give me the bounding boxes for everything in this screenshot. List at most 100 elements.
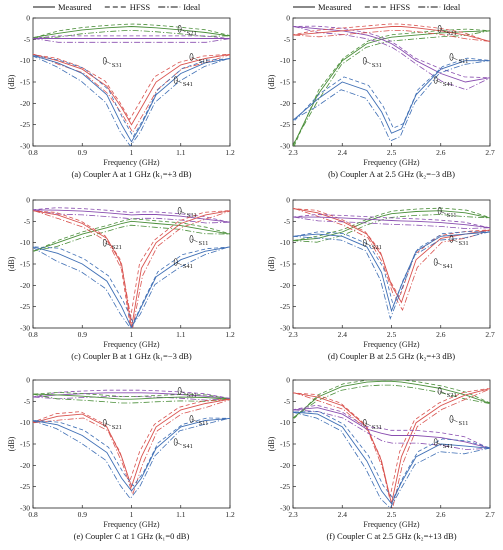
series-marker-leader [191, 238, 198, 243]
series-annotation-s11: S11 [198, 240, 208, 247]
series-line-s41-ideal [33, 55, 229, 146]
x-tick-label: 2.5 [387, 148, 397, 157]
series-line-s31-measured [293, 407, 490, 449]
series-annotation-s21: S21 [447, 30, 457, 37]
series-line-s21-measured [293, 30, 490, 146]
x-tick-label: 1.2 [225, 330, 235, 339]
series-line-s41-measured [293, 60, 490, 134]
y-tick-label: -5 [24, 217, 30, 226]
series-line-s31-ideal [293, 216, 490, 230]
series-marker-ellipse [173, 76, 178, 84]
series-marker-leader [175, 441, 182, 446]
series-annotation-s41: S41 [183, 443, 193, 450]
x-tick-label: 2.3 [288, 148, 298, 157]
series-line-s41-measured [33, 246, 230, 328]
x-tick-label: 2.5 [387, 510, 397, 519]
plot-frame [32, 17, 231, 147]
x-tick-label: 0.9 [78, 330, 88, 339]
series-marker-ellipse [449, 415, 454, 423]
series-annotation-s31: S31 [112, 62, 122, 69]
series-marker-leader [179, 210, 186, 215]
series-line-s31-ideal [33, 38, 230, 43]
series-marker-leader [435, 79, 442, 84]
x-tick-label: 0.8 [28, 148, 38, 157]
y-tick-label: -30 [20, 142, 30, 151]
y-tick-label: -25 [20, 120, 30, 129]
y-axis-label: (dB) [267, 436, 276, 451]
series-line-s41-hfss [34, 55, 230, 138]
series-marker-ellipse [433, 76, 438, 84]
series-marker-leader [439, 210, 446, 215]
series-annotation-s41: S41 [183, 81, 193, 88]
series-line-s11-measured [293, 26, 490, 42]
x-tick-label: 2.6 [436, 330, 446, 339]
series-annotation-s41: S41 [443, 81, 453, 88]
series-line-s31-hfss [33, 35, 230, 39]
series-marker-ellipse [173, 438, 178, 446]
series-annotation-s31: S31 [187, 392, 197, 399]
series-annotation-s21: S21 [447, 392, 457, 399]
series-line-s11-hfss [293, 23, 489, 42]
series-marker-ellipse [362, 56, 367, 65]
legend-label-ideal: Ideal [183, 2, 201, 12]
series-marker-ellipse [189, 53, 194, 61]
series-marker-leader [104, 242, 111, 247]
series-annotation-s41: S41 [183, 263, 193, 270]
series-line-s21-measured [293, 380, 490, 419]
chart-panel-3: 0 -5 -10 -15 -20 -25 -300.8 0.9 1 1.1 1.2 Frequency… [7, 196, 235, 362]
series-line-s11-hfss [33, 53, 229, 121]
series-annotation-s11: S11 [198, 58, 208, 65]
series-line-s11-ideal [294, 208, 490, 312]
y-tick-label: 0 [26, 14, 30, 23]
series-marker-leader [175, 79, 182, 84]
legend-label-hfss: HFSS [130, 2, 151, 12]
chart-panel-2: 0 -5 -10 -15 -20 -25 -302.3 2.4 2.5 2.6 2.7 Frequen… [267, 14, 495, 180]
y-tick-label: -15 [20, 260, 30, 269]
series-line-s41-measured [293, 231, 490, 313]
y-tick-label: -10 [20, 418, 30, 427]
y-tick-label: 0 [286, 196, 290, 205]
y-tick-label: -25 [280, 302, 290, 311]
series-line-s31-hfss [33, 389, 230, 399]
series-marker-leader [435, 261, 442, 266]
legend-label-hfss: HFSS [390, 2, 411, 12]
y-axis-label: (dB) [267, 256, 276, 271]
series-line-s11-ideal [34, 399, 230, 496]
y-axis-label: (dB) [7, 256, 16, 271]
x-tick-label: 2.3 [288, 330, 298, 339]
x-axis-label: Frequency (GHz) [363, 520, 420, 529]
x-tick-label: 1 [130, 148, 134, 157]
series-line-s11-ideal [34, 53, 230, 134]
legend-label-measured: Measured [58, 2, 92, 12]
series-marker-ellipse [189, 235, 194, 243]
y-tick-label: -15 [20, 440, 30, 449]
x-tick-label: 2.4 [338, 510, 348, 519]
series-line-s11-hfss [33, 210, 229, 323]
series-line-s11-measured [33, 210, 230, 328]
series-line-s11-measured [33, 53, 230, 126]
series-line-s21-ideal [33, 224, 230, 252]
y-tick-label: -25 [20, 302, 30, 311]
y-tick-label: -20 [20, 461, 30, 470]
series-marker-leader [104, 60, 111, 65]
series-line-s11-measured [33, 398, 230, 489]
series-marker-leader [179, 390, 186, 395]
y-tick-label: -30 [280, 142, 290, 151]
x-tick-label: 0.9 [78, 148, 88, 157]
x-tick-label: 2.6 [436, 510, 446, 519]
series-marker-ellipse [433, 438, 438, 446]
y-tick-label: 0 [26, 196, 30, 205]
series-annotation-s31: S31 [458, 240, 468, 247]
series-line-s31-measured [33, 209, 230, 223]
series-marker-ellipse [177, 24, 182, 33]
series-annotation-s21: S21 [112, 424, 122, 431]
panel-caption: (a) Coupler A at 1 GHz (k₁=+3 dB) [72, 169, 192, 179]
series-line-s31-measured [33, 392, 230, 399]
panel-caption: (d) Coupler B at 2.5 GHz (k₂=+3 dB) [328, 351, 455, 361]
y-tick-label: -15 [280, 440, 290, 449]
legend-label-measured: Measured [318, 2, 352, 12]
series-marker-ellipse [102, 239, 107, 247]
series-line-s41-measured [293, 411, 490, 505]
y-tick-label: -30 [20, 324, 30, 333]
